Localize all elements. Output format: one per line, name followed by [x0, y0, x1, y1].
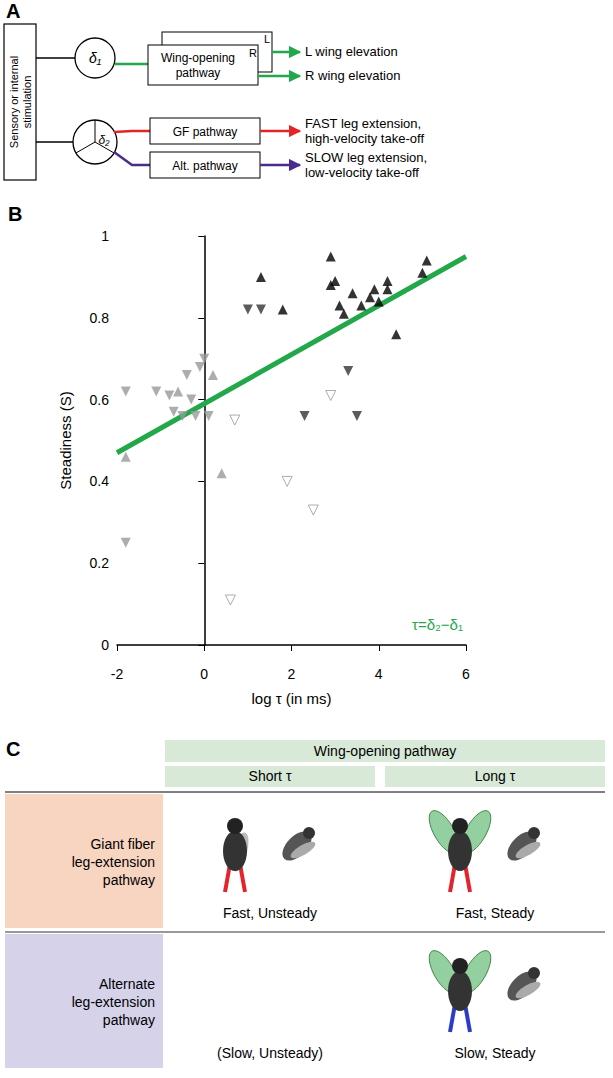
svg-text:high-velocity take-off: high-velocity take-off — [305, 131, 424, 146]
svg-text:Giant fiber: Giant fiber — [90, 836, 155, 852]
svg-text:Slow, Steady: Slow, Steady — [455, 1045, 536, 1061]
svg-text:Fast, Unsteady: Fast, Unsteady — [223, 905, 317, 921]
svg-text:pathway: pathway — [103, 1012, 155, 1028]
svg-text:0: 0 — [101, 637, 109, 653]
svg-text:B: B — [8, 203, 22, 225]
svg-text:GF pathway: GF pathway — [173, 125, 238, 139]
svg-text:Steadiness (S): Steadiness (S) — [57, 391, 74, 489]
svg-text:Fast, Steady: Fast, Steady — [456, 905, 535, 921]
svg-text:low-velocity take-off: low-velocity take-off — [305, 165, 419, 180]
svg-text:-2: -2 — [111, 666, 124, 682]
svg-text:C: C — [6, 738, 20, 760]
svg-text:2: 2 — [288, 666, 296, 682]
svg-text:δ₂: δ₂ — [98, 133, 110, 147]
svg-text:SLOW leg extension,: SLOW leg extension, — [305, 150, 427, 165]
svg-text:FAST leg extension,: FAST leg extension, — [305, 116, 421, 131]
svg-text:0.6: 0.6 — [90, 392, 110, 408]
svg-text:6: 6 — [462, 666, 470, 682]
svg-text:R wing elevation: R wing elevation — [305, 68, 400, 83]
svg-text:Alternate: Alternate — [99, 976, 155, 992]
svg-text:Sensory or internal: Sensory or internal — [8, 56, 20, 148]
svg-text:0.2: 0.2 — [90, 555, 110, 571]
svg-text:pathway: pathway — [103, 872, 155, 888]
svg-text:0: 0 — [200, 666, 208, 682]
svg-text:log τ (in ms): log τ (in ms) — [251, 690, 331, 707]
svg-text:A: A — [6, 0, 20, 22]
svg-text:Alt. pathway: Alt. pathway — [172, 159, 237, 173]
svg-text:δ₁: δ₁ — [89, 50, 102, 66]
svg-text:0.4: 0.4 — [90, 473, 110, 489]
svg-text:(Slow, Unsteady): (Slow, Unsteady) — [217, 1045, 323, 1061]
svg-text:0.8: 0.8 — [90, 310, 110, 326]
svg-text:leg-extension: leg-extension — [72, 854, 155, 870]
svg-text:Wing-opening pathway: Wing-opening pathway — [314, 743, 456, 759]
svg-text:leg-extension: leg-extension — [72, 994, 155, 1010]
svg-text:Long τ: Long τ — [475, 768, 516, 784]
svg-text:τ=δ₂−δ₁: τ=δ₂−δ₁ — [412, 616, 463, 633]
svg-text:L wing elevation: L wing elevation — [305, 44, 398, 59]
svg-text:Wing-opening: Wing-opening — [161, 51, 235, 65]
svg-text:4: 4 — [375, 666, 383, 682]
svg-text:1: 1 — [101, 228, 109, 244]
svg-text:pathway: pathway — [176, 66, 221, 80]
svg-text:L: L — [264, 33, 270, 45]
svg-text:Short τ: Short τ — [249, 768, 292, 784]
svg-text:R: R — [249, 47, 257, 59]
svg-text:stimulation: stimulation — [21, 76, 33, 129]
